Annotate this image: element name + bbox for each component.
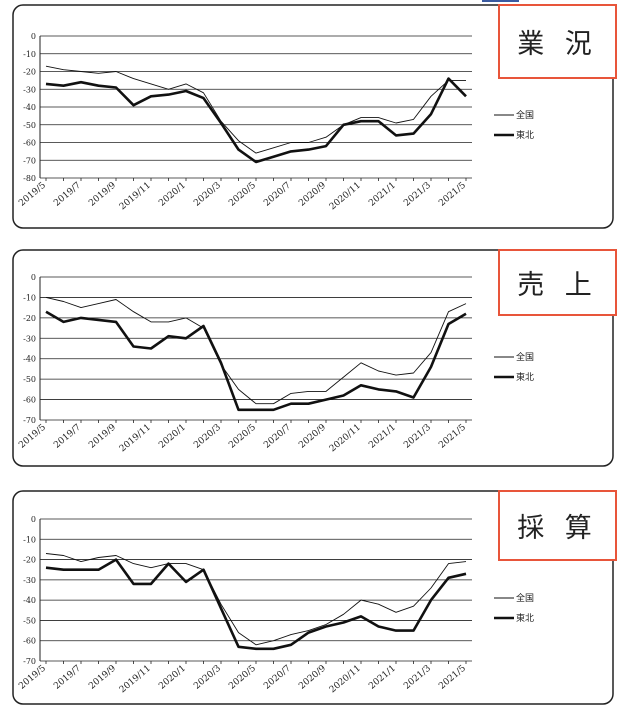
legend-label-national: 全国 bbox=[516, 351, 534, 363]
chart-frame bbox=[12, 4, 614, 229]
panel-sales: 0 -10 -20 -30 -40 -50 -60 -70 2019/5 2019/7 2019/9… bbox=[12, 249, 617, 467]
y-tick-label: 0 bbox=[31, 515, 36, 524]
y-tick-label: -30 bbox=[23, 334, 36, 343]
y-tick-label: -70 bbox=[23, 416, 36, 425]
series-line-tohoku bbox=[45, 310, 467, 412]
y-tick-label: -20 bbox=[23, 556, 36, 565]
y-tick-label: -50 bbox=[23, 375, 36, 384]
series-line-national bbox=[45, 553, 467, 646]
y-tick-label: -70 bbox=[23, 657, 36, 666]
y-tick-label: -10 bbox=[23, 50, 36, 59]
series-line-tohoku bbox=[45, 77, 467, 164]
panel-label: 採 算 bbox=[498, 490, 617, 561]
series-line-national bbox=[45, 296, 467, 405]
panel-label: 売 上 bbox=[498, 249, 617, 316]
series-line-national bbox=[45, 65, 466, 154]
y-tick-label: -60 bbox=[23, 637, 36, 646]
panel-profitability: 0 -10 -20 -30 -40 -50 -60 -70 2019/5 2019/7 2019/9… bbox=[12, 490, 617, 705]
y-tick-label: -70 bbox=[23, 156, 36, 165]
y-tick-label: -30 bbox=[23, 576, 36, 585]
y-tick-label: -30 bbox=[23, 85, 36, 94]
y-tick-label: -40 bbox=[23, 103, 36, 112]
y-tick-label: -20 bbox=[23, 68, 36, 77]
y-tick-label: -60 bbox=[23, 139, 36, 148]
legend-label-national: 全国 bbox=[516, 109, 534, 121]
y-tick-label: -20 bbox=[23, 314, 36, 323]
legend-label-tohoku: 東北 bbox=[516, 129, 534, 141]
y-tick-label: -10 bbox=[23, 535, 36, 544]
legend-label-tohoku: 東北 bbox=[516, 371, 534, 383]
series-line-tohoku bbox=[45, 558, 467, 651]
y-tick-label: -40 bbox=[23, 596, 36, 605]
y-tick-label: -50 bbox=[23, 616, 36, 625]
y-tick-label: -80 bbox=[23, 174, 36, 183]
panel-business-conditions: 0 -10 -20 -30 -40 -50 -60 -70 -80 2019/5 2019/7 201… bbox=[12, 4, 617, 229]
legend-label-national: 全国 bbox=[516, 592, 534, 604]
chart-frame bbox=[12, 249, 614, 467]
panel-label: 業 況 bbox=[498, 4, 617, 79]
y-tick-label: 0 bbox=[31, 273, 36, 282]
y-tick-label: -60 bbox=[23, 396, 36, 405]
y-tick-label: -10 bbox=[23, 293, 36, 302]
top-rule bbox=[482, 0, 519, 2]
legend-label-tohoku: 東北 bbox=[516, 612, 534, 624]
y-tick-label: -40 bbox=[23, 355, 36, 364]
y-tick-label: 0 bbox=[31, 32, 36, 41]
chart-frame bbox=[12, 490, 614, 705]
y-tick-label: -50 bbox=[23, 121, 36, 130]
